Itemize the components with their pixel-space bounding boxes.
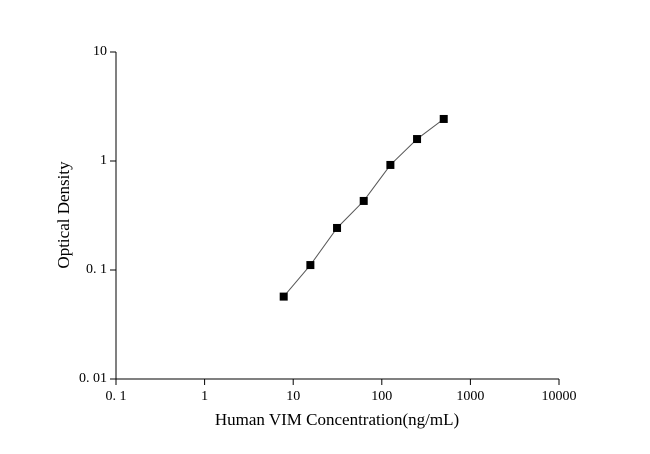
data-point <box>306 261 315 270</box>
x-tick-label: 100 <box>371 389 392 404</box>
data-point <box>439 114 448 123</box>
data-point <box>333 223 342 232</box>
x-tick-label: 10 <box>286 389 300 404</box>
y-tick-label: 0. 1 <box>86 262 107 277</box>
x-tick-label: 1 <box>201 389 208 404</box>
x-tick-label: 10000 <box>542 389 577 404</box>
x-tick-label: 0. 1 <box>106 389 127 404</box>
x-tick-label: 1000 <box>456 389 484 404</box>
data-point <box>386 160 395 169</box>
data-point <box>413 135 422 144</box>
y-axis-title: Optical Density <box>54 161 73 269</box>
y-tick-label: 1 <box>100 153 107 168</box>
y-tick-label: 0. 01 <box>79 371 107 386</box>
data-point <box>359 196 368 205</box>
x-axis-title: Human VIM Concentration(ng/mL) <box>215 410 459 429</box>
data-point <box>279 292 288 301</box>
y-tick-label: 10 <box>93 44 107 59</box>
fit-curve <box>283 118 445 297</box>
